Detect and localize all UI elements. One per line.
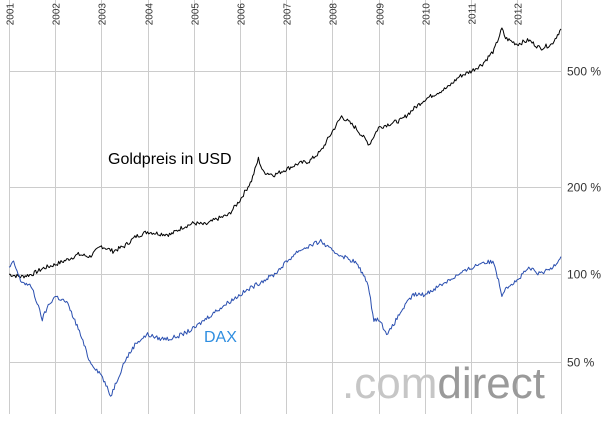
x-tick-label: 2001 xyxy=(6,3,17,26)
x-tick-label: 2005 xyxy=(191,3,202,26)
svg-text:.comdirect: .comdirect xyxy=(342,359,545,408)
series-label-gold: Goldpreis in USD xyxy=(108,151,232,168)
series-label-dax: DAX xyxy=(204,329,237,346)
watermark-dark: direct xyxy=(437,359,545,408)
comdirect-watermark: .comdirect xyxy=(342,359,545,408)
x-tick-label: 2003 xyxy=(98,3,109,26)
x-tick-label: 2006 xyxy=(237,3,248,26)
watermark-light: .com xyxy=(342,359,437,408)
x-tick-label: 2007 xyxy=(283,3,294,26)
y-axis-ticks: 50 % 100 % 200 % 500 % xyxy=(567,65,601,370)
grid xyxy=(9,0,562,414)
x-tick-label: 2012 xyxy=(514,3,525,26)
x-tick-label: 2009 xyxy=(376,3,387,26)
dax-line xyxy=(8,238,562,397)
series-lines xyxy=(8,27,562,397)
y-tick-label: 200 % xyxy=(567,181,601,195)
x-tick-label: 2004 xyxy=(145,3,156,26)
gold-price-line xyxy=(8,27,562,279)
x-tick-label: 2010 xyxy=(422,3,433,26)
x-tick-label: 2002 xyxy=(52,3,63,26)
x-axis-ticks: 2001 2002 2003 2004 2005 2006 2007 2008 2009 2010… xyxy=(6,3,525,26)
x-tick-label: 2008 xyxy=(329,3,340,26)
x-tick-label: 2011 xyxy=(468,3,479,25)
y-tick-label: 100 % xyxy=(567,268,601,282)
y-tick-label: 50 % xyxy=(567,356,595,370)
y-tick-label: 500 % xyxy=(567,65,601,79)
